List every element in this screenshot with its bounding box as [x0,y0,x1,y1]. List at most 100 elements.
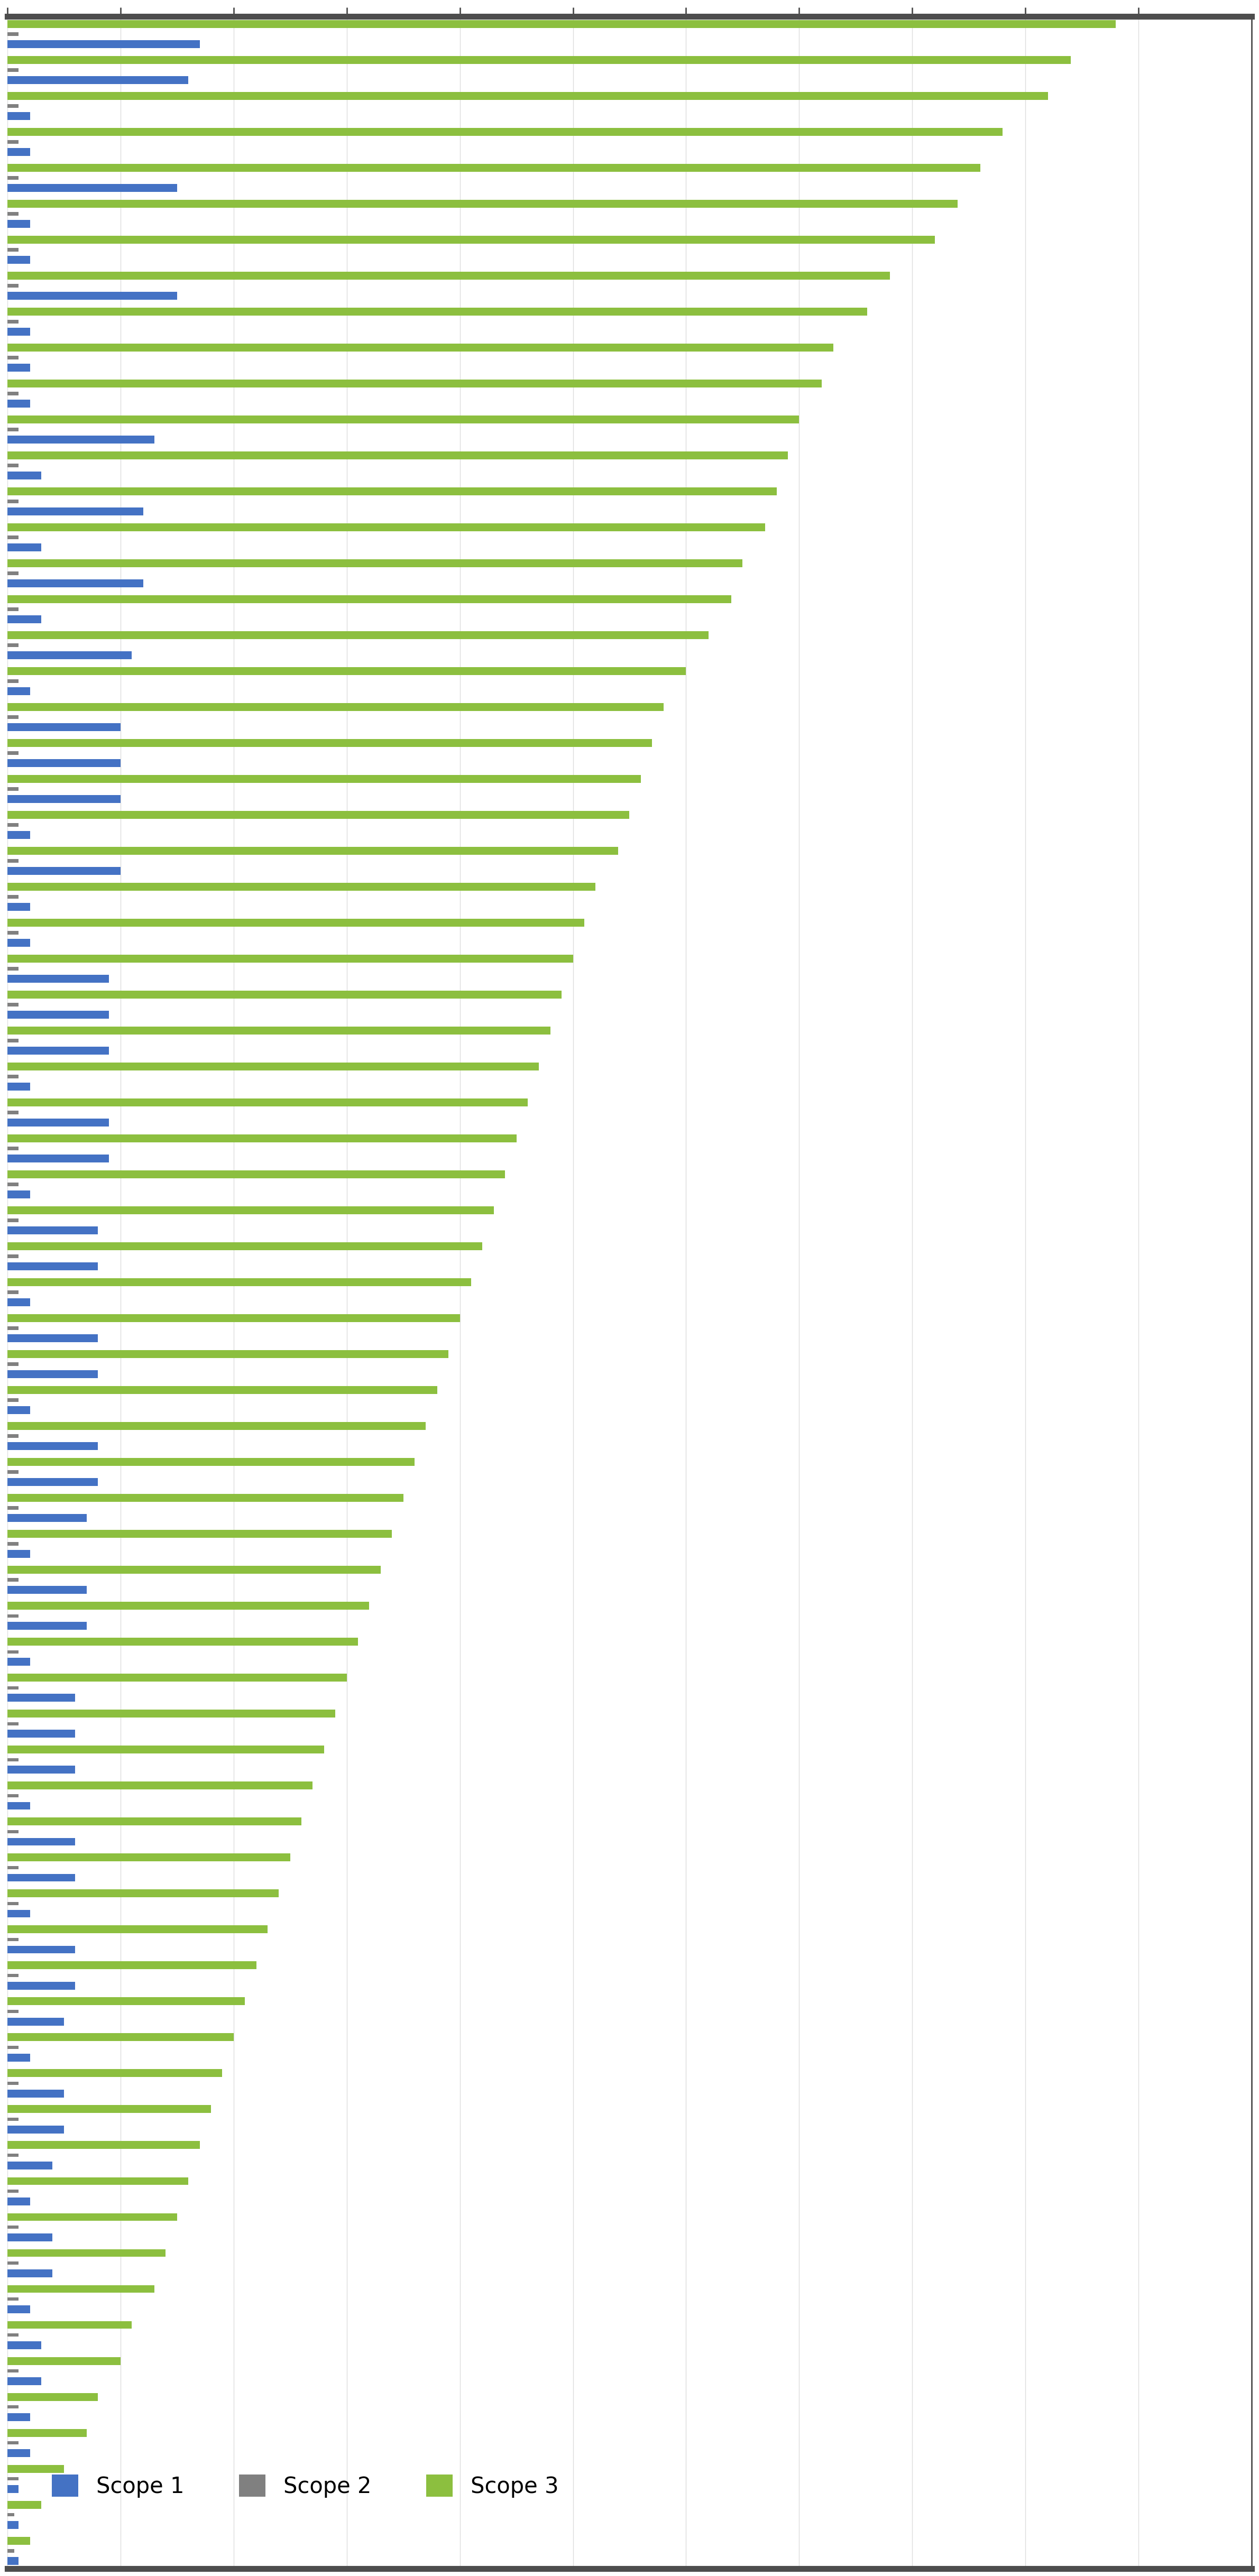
Bar [8,884,596,891]
Bar [8,2514,14,2517]
Bar [8,739,652,747]
Bar [8,1937,19,1942]
Bar [8,1973,19,1978]
Bar [8,2406,19,2409]
Bar [8,1551,30,1558]
Bar [8,1298,30,1306]
Bar [8,1945,76,1953]
Bar [8,1623,87,1631]
Bar [8,183,178,193]
Bar [8,21,1115,28]
Bar [8,2522,19,2530]
Bar [8,1182,19,1188]
Bar [8,175,19,180]
Bar [8,93,1047,100]
Legend: Scope 1, Scope 2, Scope 3: Scope 1, Scope 2, Scope 3 [43,2465,568,2506]
Bar [8,1170,505,1177]
Bar [8,283,19,289]
Bar [8,487,777,495]
Bar [8,471,42,479]
Bar [8,920,584,927]
Bar [8,2226,19,2228]
Bar [8,1133,516,1144]
Bar [8,2393,98,2401]
Bar [8,1422,426,1430]
Bar [8,70,19,72]
Bar [8,1767,76,1775]
Bar [8,1082,30,1090]
Bar [8,2450,30,2458]
Bar [8,33,19,36]
Bar [8,2378,42,2385]
Bar [8,1602,369,1610]
Bar [8,2125,64,2133]
Bar [8,1981,76,1989]
Bar [8,832,30,840]
Bar [8,680,19,683]
Bar [8,1242,482,1249]
Bar [8,1479,98,1486]
Bar [8,580,144,587]
Bar [8,1659,30,1667]
Bar [8,2045,19,2048]
Bar [8,703,663,711]
Bar [8,1363,19,1365]
Bar [8,616,42,623]
Bar [8,270,890,281]
Bar [8,41,200,49]
Bar [8,1507,19,1510]
Bar [8,1783,312,1790]
Bar [8,1399,19,1401]
Bar [8,1097,528,1108]
Bar [8,1435,19,1437]
Bar [8,1909,30,1917]
Bar [8,1350,448,1358]
Bar [8,291,178,299]
Bar [8,2177,189,2184]
Bar [8,1801,30,1811]
Bar [8,2161,53,2169]
Bar [8,113,30,121]
Bar [8,1674,346,1682]
Bar [8,2233,53,2241]
Bar [8,399,30,407]
Bar [8,2141,200,2148]
Bar [8,451,788,459]
Bar [8,760,121,768]
Bar [8,894,19,899]
Bar [8,201,958,209]
Bar [8,2154,19,2156]
Bar [8,860,19,863]
Bar [8,2357,121,2365]
Bar [8,1226,98,1234]
Bar [8,1829,19,1834]
Bar [8,824,19,827]
Bar [8,940,30,948]
Bar [8,1924,267,1935]
Bar [8,1028,550,1036]
Bar [8,2465,64,2473]
Bar [8,2414,30,2421]
Bar [8,1579,19,1582]
Bar [8,1291,19,1293]
Bar [8,247,19,252]
Bar [8,1687,19,1690]
Bar [8,1154,110,1162]
Bar [8,500,19,502]
Bar [8,1757,19,1762]
Bar [8,1386,437,1394]
Bar [8,428,19,430]
Bar [8,219,30,227]
Bar [8,147,30,157]
Bar [8,2501,42,2509]
Bar [8,2298,19,2300]
Bar [8,57,1070,64]
Bar [8,2285,155,2293]
Bar [8,2032,234,2040]
Bar [8,1837,76,1844]
Bar [8,343,833,350]
Bar [8,2089,64,2097]
Bar [8,667,686,675]
Bar [8,211,19,216]
Bar [8,595,731,603]
